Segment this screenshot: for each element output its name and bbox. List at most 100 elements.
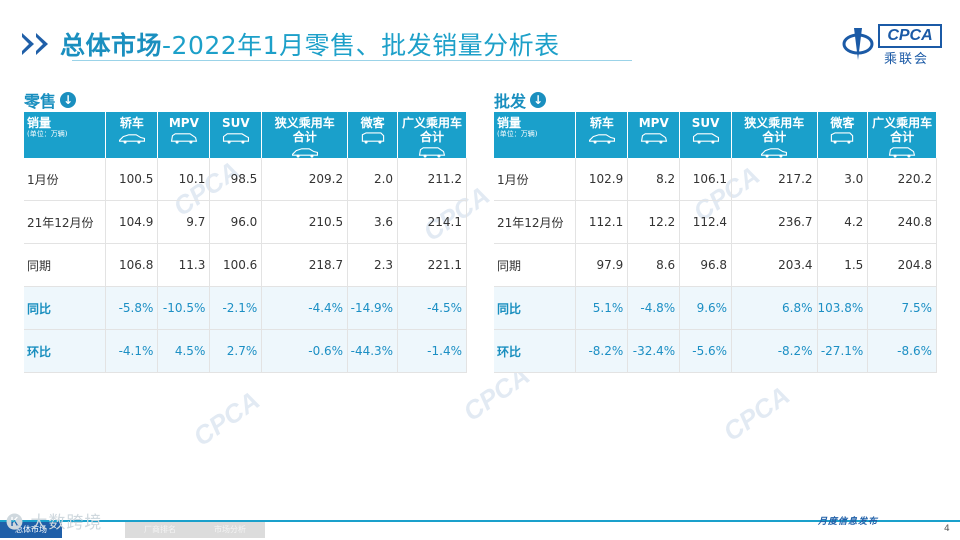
header-cell: 微客 (347, 112, 399, 158)
table-cell: -4.1% (105, 329, 159, 373)
table-cell: 240.8 (867, 200, 937, 244)
table-cell: 203.4 (731, 243, 818, 287)
table-cell: -8.6% (867, 329, 937, 373)
table-cell: -8.2% (575, 329, 629, 373)
wholesale-section-label: 批发 ↓ (494, 88, 547, 112)
row-label: 同期 (494, 243, 577, 287)
table-cell: -5.8% (105, 286, 159, 330)
table-row: 同期 97.9 8.6 96.8 203.4 1.5 204.8 (494, 243, 937, 287)
table-cell: 7.5% (867, 286, 937, 330)
overlay-watermark: 🅚 大数跨境 (6, 513, 103, 533)
header-cell: 狭义乘用车 合计 (261, 112, 349, 158)
table-cell: -4.8% (627, 286, 681, 330)
table-cell: 112.1 (575, 200, 629, 244)
row-label: 1月份 (24, 158, 107, 201)
table-cell: 236.7 (731, 200, 818, 244)
header-cell: 广义乘用车 合计 (867, 112, 937, 158)
footer-tab-ranking[interactable]: 厂商排名 (125, 522, 195, 538)
table-cell: -27.1% (817, 329, 869, 373)
table-cell: 12.2 (627, 200, 681, 244)
sedan-icon (576, 132, 627, 144)
retail-section-label: 零售 ↓ (24, 88, 77, 112)
table-cell: 3.6 (347, 200, 399, 244)
car-icon (732, 146, 816, 158)
suv-icon (680, 132, 731, 144)
row-label: 环比 (24, 329, 107, 373)
header-cell: MPV (157, 112, 211, 158)
table-cell: -4.4% (261, 286, 349, 330)
table-cell: 96.0 (209, 200, 263, 244)
table-cell: 214.1 (397, 200, 467, 244)
page-header: 总体市场-2022年1月零售、批发销量分析表 (22, 22, 560, 66)
table-cell: 106.1 (679, 158, 733, 201)
row-label: 1月份 (494, 158, 577, 201)
table-row: 同期 106.8 11.3 100.6 218.7 2.3 221.1 (24, 243, 467, 287)
footer-publish-label: 月度信息发布 (818, 517, 879, 527)
table-cell: 97.9 (575, 243, 629, 287)
table-cell: 221.1 (397, 243, 467, 287)
arrow-down-icon: ↓ (530, 92, 547, 108)
page-title: 总体市场-2022年1月零售、批发销量分析表 (60, 31, 560, 60)
table-cell: 204.8 (867, 243, 937, 287)
table-cell: 6.8% (731, 286, 818, 330)
table-cell: 9.6% (679, 286, 733, 330)
page-number: 4 (944, 524, 950, 534)
row-label: 同比 (24, 286, 107, 330)
title-underline (72, 60, 632, 61)
row-label: 环比 (494, 329, 577, 373)
footer-tab-analysis[interactable]: 市场分析 (195, 522, 265, 538)
table-cell: 8.2 (627, 158, 681, 201)
table-cell: -14.9% (347, 286, 399, 330)
table-cell: -0.6% (261, 329, 349, 373)
table-cell: 9.7 (157, 200, 211, 244)
table-cell: 98.5 (209, 158, 263, 201)
table-row: 1月份 102.9 8.2 106.1 217.2 3.0 220.2 (494, 158, 937, 201)
footer-line (0, 520, 960, 522)
header-cell: SUV (679, 112, 733, 158)
watermark-logo: CPCA (187, 385, 266, 452)
table-cell: 217.2 (731, 158, 818, 201)
table-row: 环比 -8.2% -32.4% -5.6% -8.2% -27.1% -8.6% (494, 329, 937, 373)
car-icon (262, 146, 347, 158)
header-cell: 狭义乘用车 合计 (731, 112, 818, 158)
table-row: 环比 -4.1% 4.5% 2.7% -0.6% -44.3% -1.4% (24, 329, 467, 373)
car-icon (868, 146, 936, 158)
table-header-row: 销量 (单位：万辆) 轿车 MPV SUV 狭义乘用车 合计 微客 广义乘用车 合计 (494, 112, 937, 158)
mpv-icon (158, 132, 209, 144)
table-cell: 96.8 (679, 243, 733, 287)
table-cell: -44.3% (347, 329, 399, 373)
table-cell: -2.1% (209, 286, 263, 330)
minivan-icon (818, 132, 868, 144)
table-cell: 5.1% (575, 286, 629, 330)
table-cell: -4.5% (397, 286, 467, 330)
row-label: 同期 (24, 243, 107, 287)
table-cell: 1.5 (817, 243, 869, 287)
table-cell: 3.0 (817, 158, 869, 201)
table-cell: 4.2 (817, 200, 869, 244)
header-cell: 广义乘用车 合计 (397, 112, 467, 158)
table-cell: -1.4% (397, 329, 467, 373)
car-icon (398, 146, 466, 158)
header-cell: 轿车 (575, 112, 629, 158)
table-row: 21年12月份 112.1 12.2 112.4 236.7 4.2 240.8 (494, 200, 937, 244)
table-cell: 103.8% (817, 286, 869, 330)
table-cell: 2.7% (209, 329, 263, 373)
table-cell: 209.2 (261, 158, 349, 201)
table-cell: 4.5% (157, 329, 211, 373)
table-row: 1月份 100.5 10.1 98.5 209.2 2.0 211.2 (24, 158, 467, 201)
table-cell: 11.3 (157, 243, 211, 287)
table-row: 同比 -5.8% -10.5% -2.1% -4.4% -14.9% -4.5% (24, 286, 467, 330)
footer-tab-overall[interactable]: 总体市场 (0, 522, 62, 538)
retail-table: 销量 (单位：万辆) 轿车 MPV SUV 狭义乘用车 合计 微客 广义乘用车 合计 1月份 10… (24, 112, 467, 373)
chevron-right-icon (22, 33, 50, 55)
table-cell: -10.5% (157, 286, 211, 330)
table-cell: 2.0 (347, 158, 399, 201)
table-cell: 102.9 (575, 158, 629, 201)
minivan-icon (348, 132, 397, 144)
table-cell: 218.7 (261, 243, 349, 287)
table-cell: 100.5 (105, 158, 159, 201)
header-cell: SUV (209, 112, 263, 158)
table-cell: 112.4 (679, 200, 733, 244)
table-cell: -8.2% (731, 329, 818, 373)
table-cell: 211.2 (397, 158, 467, 201)
